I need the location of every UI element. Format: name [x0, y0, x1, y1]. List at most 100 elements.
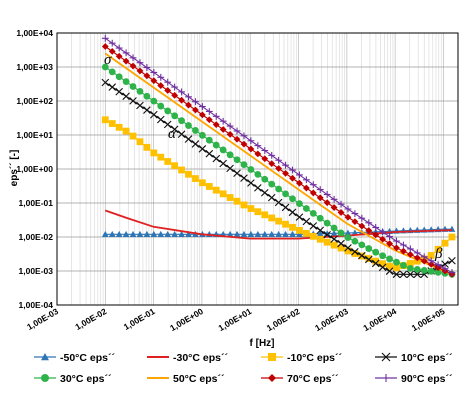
data-point	[108, 48, 116, 55]
series-layer	[101, 34, 456, 279]
data-point	[178, 88, 185, 96]
legend-marker	[382, 374, 390, 382]
data-point	[185, 230, 192, 238]
legend-label: -10°C eps´´	[287, 352, 342, 364]
data-point	[177, 130, 186, 138]
data-point	[219, 117, 227, 125]
data-point	[122, 127, 130, 135]
data-point	[379, 228, 387, 236]
data-point	[198, 131, 206, 139]
data-point	[247, 179, 255, 187]
series-line	[104, 37, 453, 274]
data-point	[275, 230, 283, 238]
data-point	[371, 259, 380, 268]
data-point	[171, 230, 179, 238]
data-point	[156, 115, 165, 124]
data-point	[240, 201, 248, 209]
data-point	[101, 230, 109, 238]
data-point	[351, 250, 359, 257]
data-point	[309, 222, 318, 230]
data-point	[302, 229, 310, 237]
data-point	[219, 126, 227, 133]
data-point	[205, 149, 214, 158]
data-point	[330, 235, 338, 243]
data-point	[344, 247, 352, 255]
data-point	[344, 213, 352, 221]
data-point	[365, 219, 373, 227]
data-point	[337, 200, 345, 208]
series-1	[105, 209, 453, 240]
data-point	[289, 223, 296, 231]
data-point	[275, 217, 283, 225]
data-point	[268, 160, 276, 168]
data-point	[143, 230, 151, 238]
x-tick-label: 1,00E+03	[313, 306, 350, 333]
data-point	[254, 208, 262, 216]
x-axis-title: f [Hz]	[250, 338, 275, 349]
data-point	[323, 238, 331, 246]
data-point	[275, 185, 283, 193]
data-point	[323, 230, 331, 239]
data-point	[261, 211, 269, 219]
series-3	[101, 78, 456, 279]
data-point	[185, 170, 192, 178]
data-point	[296, 171, 303, 179]
data-point	[108, 39, 116, 47]
legend-entry: -50°C eps´´	[34, 352, 115, 364]
data-point	[136, 67, 144, 75]
data-point	[282, 190, 289, 198]
data-point	[316, 235, 324, 243]
data-point	[330, 241, 338, 249]
data-point	[219, 146, 227, 154]
data-point	[393, 237, 400, 245]
data-point	[254, 150, 262, 158]
data-point	[212, 121, 220, 129]
data-point	[233, 127, 241, 135]
legend-label: 50°C eps´´	[173, 373, 225, 385]
data-point	[378, 263, 387, 272]
data-point	[420, 257, 428, 265]
data-point	[185, 93, 192, 101]
data-point	[268, 214, 276, 222]
data-point	[406, 251, 414, 258]
legend-label: 90°C eps´´	[401, 373, 453, 385]
data-point	[330, 195, 338, 203]
data-point	[136, 230, 144, 238]
data-point	[337, 209, 345, 216]
beta-annotation: β	[434, 246, 443, 262]
y-tick-label: 1,00E+00	[16, 164, 53, 174]
y-tick-label: 1,00E-02	[19, 232, 54, 242]
data-point	[427, 267, 435, 275]
y-tick-label: 1,00E+04	[16, 28, 53, 38]
legend-marker	[41, 374, 49, 382]
legend-marker	[41, 353, 49, 361]
data-point	[192, 98, 199, 106]
data-point	[247, 230, 255, 238]
x-tick-label: 1,00E+05	[410, 306, 447, 333]
data-point	[386, 233, 393, 240]
legend-label: -30°C eps´´	[173, 352, 228, 364]
data-point	[101, 43, 109, 50]
data-point	[309, 209, 317, 217]
data-point	[115, 44, 123, 52]
legend-entry: -10°C eps´´	[261, 352, 342, 364]
data-point	[337, 244, 345, 252]
data-point	[385, 267, 394, 275]
data-point	[219, 190, 227, 198]
data-point	[393, 264, 400, 272]
data-point	[323, 219, 331, 227]
data-point	[351, 247, 359, 256]
data-point	[267, 193, 276, 202]
data-point	[413, 270, 422, 279]
data-point	[282, 161, 289, 169]
data-point	[427, 260, 435, 268]
data-point	[413, 257, 421, 265]
data-point	[164, 107, 172, 115]
sigma-annotation: σ	[104, 52, 112, 68]
data-point	[296, 230, 303, 238]
data-point	[448, 256, 456, 265]
data-point	[240, 230, 248, 238]
data-point	[164, 87, 172, 94]
data-point	[358, 241, 366, 249]
data-point	[171, 91, 179, 99]
